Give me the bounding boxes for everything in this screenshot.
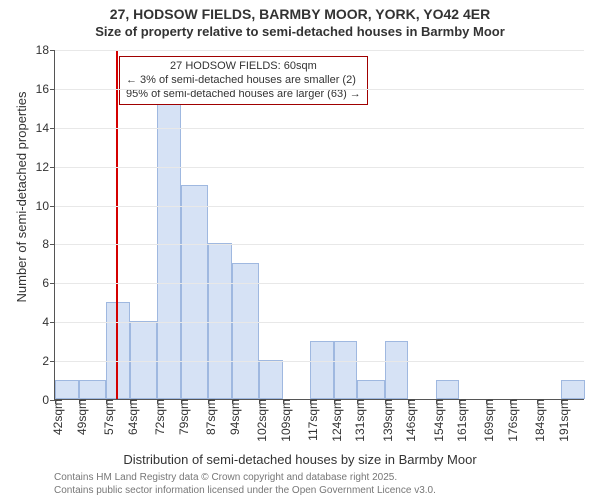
xtick-label: 154sqm bbox=[426, 399, 446, 442]
gridline bbox=[55, 283, 584, 284]
gridline bbox=[55, 128, 584, 129]
xtick-label: 87sqm bbox=[198, 399, 218, 435]
histogram-bar bbox=[259, 360, 283, 399]
xtick-label: 102sqm bbox=[249, 399, 269, 442]
gridline bbox=[55, 167, 584, 168]
ytick-label: 14 bbox=[36, 121, 55, 135]
gridline bbox=[55, 206, 584, 207]
ytick-label: 8 bbox=[42, 237, 55, 251]
histogram-bar bbox=[436, 380, 460, 399]
attribution-footer: Contains HM Land Registry data © Crown c… bbox=[54, 472, 436, 497]
xtick-label: 191sqm bbox=[551, 399, 571, 442]
xtick-label: 169sqm bbox=[476, 399, 496, 442]
xtick-label: 109sqm bbox=[273, 399, 293, 442]
xtick-label: 117sqm bbox=[300, 399, 320, 441]
histogram-bar bbox=[181, 185, 208, 399]
annotation-line: 27 HODSOW FIELDS: 60sqm bbox=[126, 60, 361, 74]
xtick-label: 161sqm bbox=[449, 399, 469, 442]
histogram-bar bbox=[55, 380, 79, 399]
annotation-box: 27 HODSOW FIELDS: 60sqm← 3% of semi-deta… bbox=[119, 56, 368, 105]
gridline bbox=[55, 244, 584, 245]
xtick-label: 64sqm bbox=[120, 399, 140, 435]
gridline bbox=[55, 50, 584, 51]
histogram-bar bbox=[385, 341, 409, 399]
xtick-label: 42sqm bbox=[45, 399, 65, 435]
histogram-bar bbox=[334, 341, 358, 399]
gridline bbox=[55, 322, 584, 323]
footer-line-2: Contains public sector information licen… bbox=[54, 485, 436, 498]
xtick-label: 72sqm bbox=[147, 399, 167, 435]
footer-line-1: Contains HM Land Registry data © Crown c… bbox=[54, 472, 436, 485]
xtick-label: 139sqm bbox=[375, 399, 395, 442]
xtick-label: 79sqm bbox=[171, 399, 191, 435]
histogram-bar bbox=[157, 88, 181, 399]
xtick-label: 94sqm bbox=[222, 399, 242, 435]
y-axis-label: Number of semi-detached properties bbox=[14, 92, 29, 303]
histogram-bar bbox=[357, 380, 384, 399]
histogram-bar bbox=[130, 321, 157, 399]
histogram-bar bbox=[310, 341, 334, 399]
page-subtitle: Size of property relative to semi-detach… bbox=[0, 24, 600, 39]
ytick-label: 6 bbox=[42, 276, 55, 290]
ytick-label: 10 bbox=[36, 199, 55, 213]
histogram-bar bbox=[79, 380, 106, 399]
ytick-label: 18 bbox=[36, 43, 55, 57]
ytick-label: 16 bbox=[36, 82, 55, 96]
plot-area: 27 HODSOW FIELDS: 60sqm← 3% of semi-deta… bbox=[54, 50, 584, 400]
gridline bbox=[55, 361, 584, 362]
histogram-bar bbox=[561, 380, 585, 399]
ytick-label: 4 bbox=[42, 315, 55, 329]
chart-container: 27, HODSOW FIELDS, BARMBY MOOR, YORK, YO… bbox=[0, 0, 600, 500]
xtick-label: 124sqm bbox=[324, 399, 344, 442]
page-title: 27, HODSOW FIELDS, BARMBY MOOR, YORK, YO… bbox=[0, 0, 600, 22]
xtick-label: 146sqm bbox=[398, 399, 418, 442]
xtick-label: 57sqm bbox=[96, 399, 116, 435]
marker-line bbox=[116, 50, 118, 399]
xtick-label: 176sqm bbox=[500, 399, 520, 442]
xtick-label: 184sqm bbox=[527, 399, 547, 442]
histogram-bar bbox=[208, 243, 232, 399]
x-axis-label: Distribution of semi-detached houses by … bbox=[0, 452, 600, 467]
gridline bbox=[55, 89, 584, 90]
annotation-line: ← 3% of semi-detached houses are smaller… bbox=[126, 74, 361, 88]
ytick-label: 12 bbox=[36, 160, 55, 174]
xtick-label: 131sqm bbox=[347, 399, 367, 442]
xtick-label: 49sqm bbox=[69, 399, 89, 435]
ytick-label: 2 bbox=[42, 354, 55, 368]
